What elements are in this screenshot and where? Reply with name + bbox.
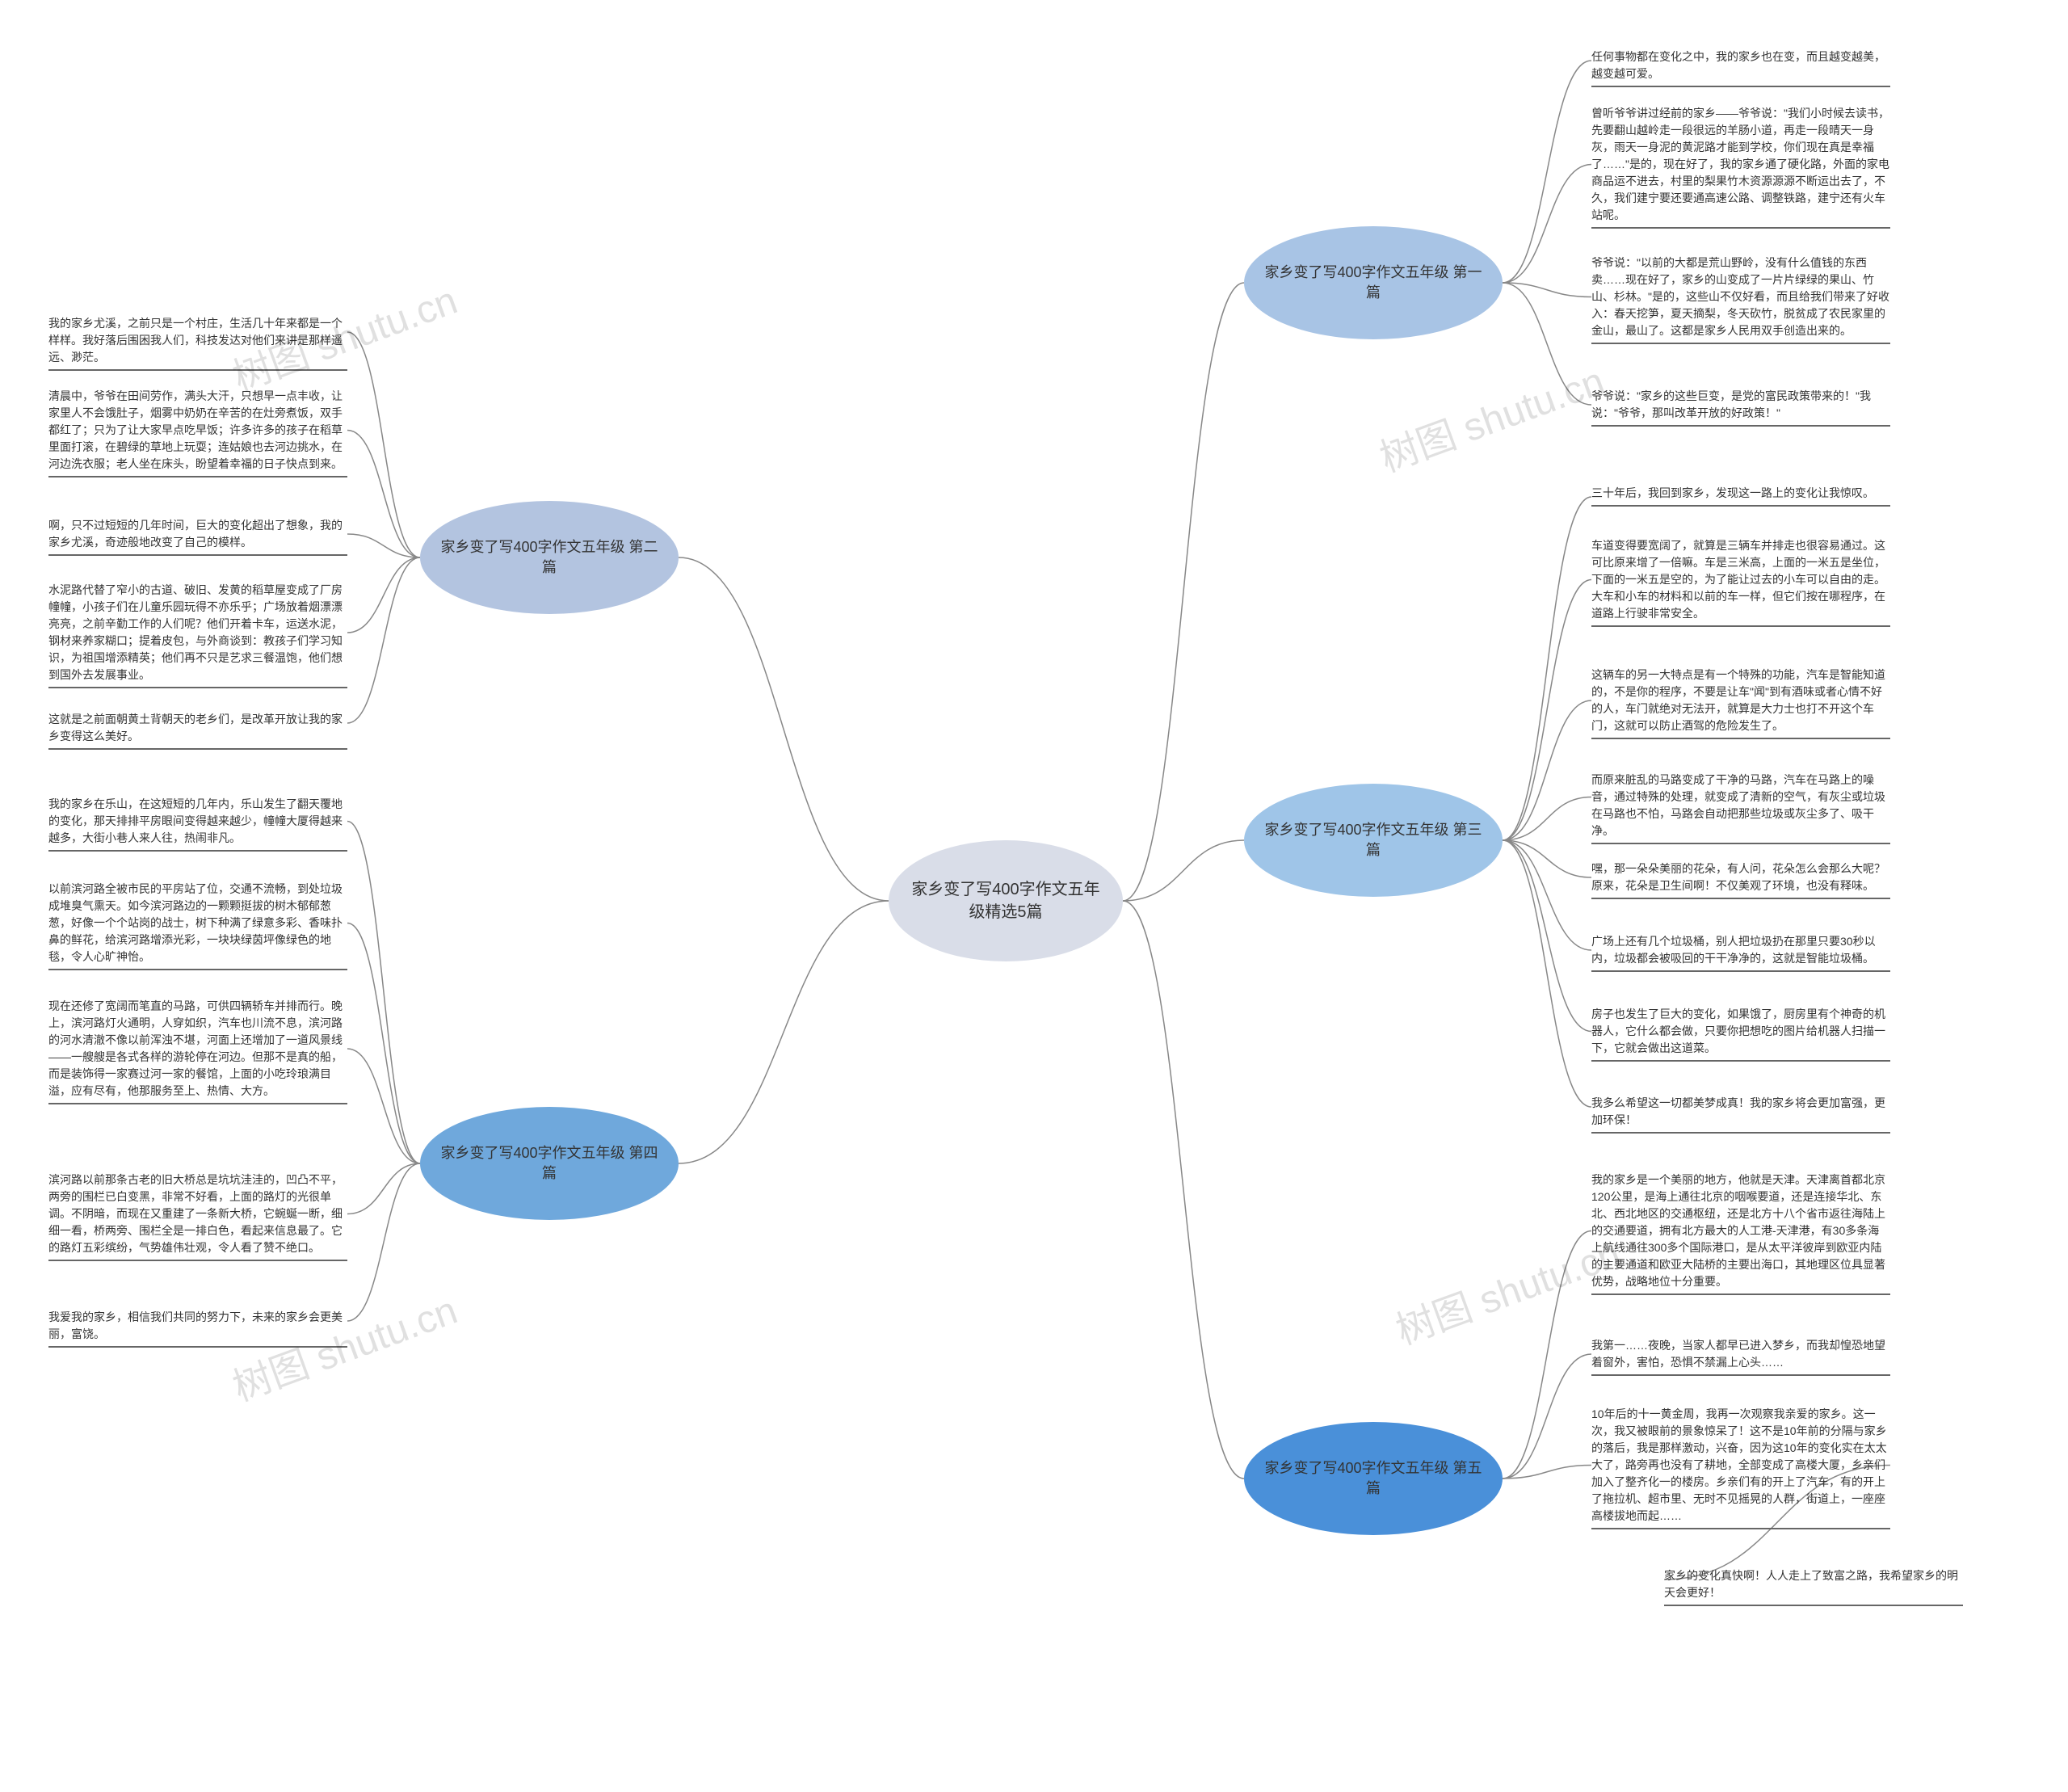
- leaf-content: 三十年后，我回到家乡，发现这一路上的变化让我惊叹。: [1591, 486, 1874, 499]
- leaf-text: 家乡的变化真快啊！人人走上了致富之路，我希望家乡的明天会更好！: [1664, 1567, 1963, 1606]
- leaf-content: 以前滨河路全被市民的平房站了位，交通不流畅，到处垃圾成堆臭气熏天。如今滨河路边的…: [48, 882, 343, 963]
- leaf-text: 而原来脏乱的马路变成了干净的马路，汽车在马路上的噪音，通过特殊的处理，就变成了清…: [1591, 772, 1890, 844]
- leaf-text: 嘿，那一朵朵美丽的花朵，有人问，花朵怎么会那么大呢？原来，花朵是卫生间啊！不仅美…: [1591, 860, 1890, 899]
- leaf-text: 我的家乡在乐山，在这短短的几年内，乐山发生了翻天覆地的变化，那天排排平房眼间变得…: [48, 796, 347, 852]
- leaf-content: 而原来脏乱的马路变成了干净的马路，汽车在马路上的噪音，通过特殊的处理，就变成了清…: [1591, 773, 1885, 837]
- leaf-content: 水泥路代替了窄小的古道、破旧、发黄的稻草屋变成了厂房幢幢，小孩子们在儿童乐园玩得…: [48, 583, 343, 681]
- leaf-content: 这辆车的另一大特点是有一个特殊的功能，汽车是智能知道的，不是你的程序，不要是让车…: [1591, 668, 1885, 732]
- leaf-content: 曾听爷爷讲过经前的家乡——爷爷说："我们小时候去读书，先要翻山越岭走一段很远的羊…: [1591, 107, 1889, 221]
- leaf-content: 嘿，那一朵朵美丽的花朵，有人问，花朵怎么会那么大呢？原来，花朵是卫生间啊！不仅美…: [1591, 862, 1885, 892]
- leaf-text: 广场上还有几个垃圾桶，别人把垃圾扔在那里只要30秒以内，垃圾都会被吸回的干干净净…: [1591, 933, 1890, 972]
- leaf-text: 我的家乡是一个美丽的地方，他就是天津。天津离首都北京120公里，是海上通往北京的…: [1591, 1172, 1890, 1295]
- leaf-content: 现在还修了宽阔而笔直的马路，可供四辆轿车并排而行。晚上，滨河路灯火通明，人穿如织…: [48, 999, 343, 1097]
- leaf-content: 我爱我的家乡，相信我们共同的努力下，未来的家乡会更美丽，富饶。: [48, 1310, 343, 1340]
- center-label: 家乡变了写400字作文五年级精选5篇: [905, 878, 1107, 923]
- leaf-text: 啊，只不过短短的几年时间，巨大的变化超出了想象，我的家乡尤溪，奇迹般地改变了自己…: [48, 517, 347, 556]
- branch-node: 家乡变了写400字作文五年级 第五篇: [1244, 1422, 1503, 1535]
- leaf-content: 爷爷说："以前的大都是荒山野岭，没有什么值钱的东西卖……现在好了，家乡的山变成了…: [1591, 256, 1889, 337]
- leaf-content: 车道变得要宽阔了，就算是三辆车并排走也很容易通过。这可比原来增了一倍嘛。车是三米…: [1591, 539, 1885, 620]
- leaf-text: 这就是之前面朝黄土背朝天的老乡们，是改革开放让我的家乡变得这么美好。: [48, 711, 347, 750]
- branch-node: 家乡变了写400字作文五年级 第一篇: [1244, 226, 1503, 339]
- leaf-content: 任何事物都在变化之中，我的家乡也在变，而且越变越美，越变越可爱。: [1591, 50, 1885, 80]
- leaf-text: 水泥路代替了窄小的古道、破旧、发黄的稻草屋变成了厂房幢幢，小孩子们在儿童乐园玩得…: [48, 582, 347, 688]
- branch-label: 家乡变了写400字作文五年级 第五篇: [1260, 1458, 1486, 1499]
- leaf-content: 我的家乡在乐山，在这短短的几年内，乐山发生了翻天覆地的变化，那天排排平房眼间变得…: [48, 797, 343, 844]
- branch-node: 家乡变了写400字作文五年级 第二篇: [420, 501, 679, 614]
- leaf-content: 爷爷说："家乡的这些巨变，是党的富民政策带来的！"我说："爷爷，那叫改革开放的好…: [1591, 389, 1871, 419]
- branch-label: 家乡变了写400字作文五年级 第一篇: [1260, 263, 1486, 303]
- leaf-text: 房子也发生了巨大的变化，如果饿了，厨房里有个神奇的机器人，它什么都会做，只要你把…: [1591, 1006, 1890, 1062]
- leaf-content: 我的家乡是一个美丽的地方，他就是天津。天津离首都北京120公里，是海上通往北京的…: [1591, 1173, 1885, 1288]
- leaf-text: 三十年后，我回到家乡，发现这一路上的变化让我惊叹。: [1591, 485, 1890, 507]
- branch-node: 家乡变了写400字作文五年级 第四篇: [420, 1107, 679, 1220]
- leaf-text: 清晨中，爷爷在田间劳作，满头大汗，只想早一点丰收，让家里人不会饿肚子，烟雾中奶奶…: [48, 388, 347, 477]
- leaf-text: 我的家乡尤溪，之前只是一个村庄，生活几十年来都是一个样样。我好落后围困我人们，科…: [48, 315, 347, 371]
- leaf-content: 滨河路以前那条古老的旧大桥总是坑坑洼洼的，凹凸不平，两旁的围栏已白变黑，非常不好…: [48, 1173, 343, 1254]
- leaf-content: 我第一……夜晚，当家人都早已进入梦乡，而我却惶恐地望着窗外，害怕，恐惧不禁漏上心…: [1591, 1339, 1885, 1369]
- center-node: 家乡变了写400字作文五年级精选5篇: [889, 840, 1123, 961]
- leaf-text: 这辆车的另一大特点是有一个特殊的功能，汽车是智能知道的，不是你的程序，不要是让车…: [1591, 667, 1890, 739]
- leaf-text: 任何事物都在变化之中，我的家乡也在变，而且越变越美，越变越可爱。: [1591, 48, 1890, 87]
- leaf-text: 曾听爷爷讲过经前的家乡——爷爷说："我们小时候去读书，先要翻山越岭走一段很远的羊…: [1591, 105, 1890, 229]
- leaf-content: 广场上还有几个垃圾桶，别人把垃圾扔在那里只要30秒以内，垃圾都会被吸回的干干净净…: [1591, 935, 1876, 965]
- leaf-text: 现在还修了宽阔而笔直的马路，可供四辆轿车并排而行。晚上，滨河路灯火通明，人穿如织…: [48, 998, 347, 1104]
- leaf-text: 10年后的十一黄金周，我再一次观察我亲爱的家乡。这一次，我又被眼前的景象惊呆了！…: [1591, 1406, 1890, 1529]
- branch-label: 家乡变了写400字作文五年级 第四篇: [436, 1143, 662, 1184]
- leaf-content: 我多么希望这一切都美梦成真！我的家乡将会更加富强，更加环保！: [1591, 1096, 1885, 1126]
- watermark: 树图 shutu.cn: [1371, 349, 1611, 482]
- branch-label: 家乡变了写400字作文五年级 第二篇: [436, 537, 662, 578]
- leaf-content: 10年后的十一黄金周，我再一次观察我亲爱的家乡。这一次，我又被眼前的景象惊呆了！…: [1591, 1407, 1887, 1522]
- leaf-text: 爷爷说："家乡的这些巨变，是党的富民政策带来的！"我说："爷爷，那叫改革开放的好…: [1591, 388, 1890, 427]
- leaf-text: 我第一……夜晚，当家人都早已进入梦乡，而我却惶恐地望着窗外，害怕，恐惧不禁漏上心…: [1591, 1337, 1890, 1376]
- leaf-content: 家乡的变化真快啊！人人走上了致富之路，我希望家乡的明天会更好！: [1664, 1569, 1958, 1599]
- leaf-text: 我多么希望这一切都美梦成真！我的家乡将会更加富强，更加环保！: [1591, 1095, 1890, 1134]
- branch-node: 家乡变了写400字作文五年级 第三篇: [1244, 784, 1503, 897]
- leaf-content: 我的家乡尤溪，之前只是一个村庄，生活几十年来都是一个样样。我好落后围困我人们，科…: [48, 317, 343, 364]
- leaf-text: 车道变得要宽阔了，就算是三辆车并排走也很容易通过。这可比原来增了一倍嘛。车是三米…: [1591, 537, 1890, 627]
- leaf-content: 清晨中，爷爷在田间劳作，满头大汗，只想早一点丰收，让家里人不会饿肚子，烟雾中奶奶…: [48, 389, 343, 470]
- leaf-content: 房子也发生了巨大的变化，如果饿了，厨房里有个神奇的机器人，它什么都会做，只要你把…: [1591, 1007, 1885, 1054]
- leaf-text: 滨河路以前那条古老的旧大桥总是坑坑洼洼的，凹凸不平，两旁的围栏已白变黑，非常不好…: [48, 1172, 347, 1261]
- leaf-content: 这就是之前面朝黄土背朝天的老乡们，是改革开放让我的家乡变得这么美好。: [48, 713, 343, 742]
- leaf-text: 我爱我的家乡，相信我们共同的努力下，未来的家乡会更美丽，富饶。: [48, 1309, 347, 1348]
- leaf-text: 爷爷说："以前的大都是荒山野岭，没有什么值钱的东西卖……现在好了，家乡的山变成了…: [1591, 254, 1890, 344]
- branch-label: 家乡变了写400字作文五年级 第三篇: [1260, 820, 1486, 860]
- leaf-text: 以前滨河路全被市民的平房站了位，交通不流畅，到处垃圾成堆臭气熏天。如今滨河路边的…: [48, 881, 347, 970]
- leaf-content: 啊，只不过短短的几年时间，巨大的变化超出了想象，我的家乡尤溪，奇迹般地改变了自己…: [48, 519, 343, 549]
